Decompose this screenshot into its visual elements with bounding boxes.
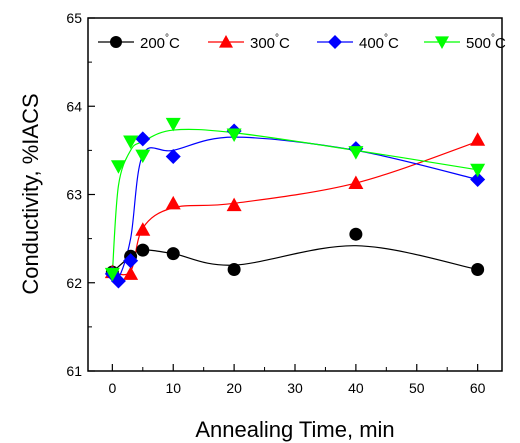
series-0-point — [227, 263, 241, 277]
legend-marker — [110, 36, 122, 48]
series-3-point — [348, 146, 364, 160]
series-0-point — [349, 227, 363, 241]
x-tick-label: 0 — [108, 380, 116, 396]
series-0-point — [136, 243, 150, 257]
series-2-point — [123, 253, 139, 269]
series-1-point — [123, 266, 139, 280]
series-2-point — [135, 131, 151, 147]
legend-label: 200°C — [140, 33, 180, 52]
x-tick-label: 10 — [165, 380, 181, 396]
x-axis-title: Annealing Time, min — [195, 417, 394, 442]
series-1-point — [226, 197, 242, 212]
series-3-point — [226, 128, 242, 142]
markers-layer — [104, 117, 486, 289]
y-tick-label: 61 — [66, 363, 82, 379]
legend-label: 400°C — [359, 33, 399, 52]
series-2-point — [165, 149, 181, 165]
y-tick-label: 65 — [66, 10, 82, 26]
y-axis-title: Conductivity, %IACS — [18, 93, 43, 294]
x-tick-label: 30 — [287, 380, 303, 396]
legend: 200°C 300°C 400°C 500°C — [98, 33, 506, 52]
ticks-layer: 0 10 20 30 40 50 60 61 62 63 64 65 — [66, 10, 485, 396]
series-1-point — [348, 175, 364, 190]
series-1-point — [165, 195, 181, 210]
series-3-point — [123, 135, 139, 150]
legend-marker — [219, 35, 233, 48]
series-2-point — [470, 171, 486, 187]
x-tick-label: 40 — [348, 380, 364, 396]
legend-label: 300°C — [250, 33, 290, 52]
series-0-curve — [111, 245, 478, 273]
series-3-point — [135, 149, 151, 164]
series-1-point — [470, 132, 486, 146]
y-tick-label: 63 — [66, 187, 82, 203]
x-tick-label: 60 — [470, 380, 486, 396]
y-tick-label: 64 — [66, 98, 82, 114]
legend-marker — [435, 36, 449, 49]
series-1-point — [135, 222, 151, 236]
series-3-point — [104, 267, 120, 282]
x-tick-label: 20 — [226, 380, 242, 396]
legend-marker — [328, 35, 342, 49]
series-0-point — [471, 263, 485, 277]
series-3-point — [110, 160, 126, 174]
legend-label: 500°C — [466, 33, 506, 52]
x-tick-label: 50 — [409, 380, 425, 396]
y-tick-label: 62 — [66, 275, 82, 291]
series-3-point — [470, 163, 486, 178]
series-3-point — [165, 117, 181, 132]
curves-layer — [111, 128, 478, 281]
series-0-point — [166, 247, 180, 261]
series-2-point — [110, 273, 126, 289]
